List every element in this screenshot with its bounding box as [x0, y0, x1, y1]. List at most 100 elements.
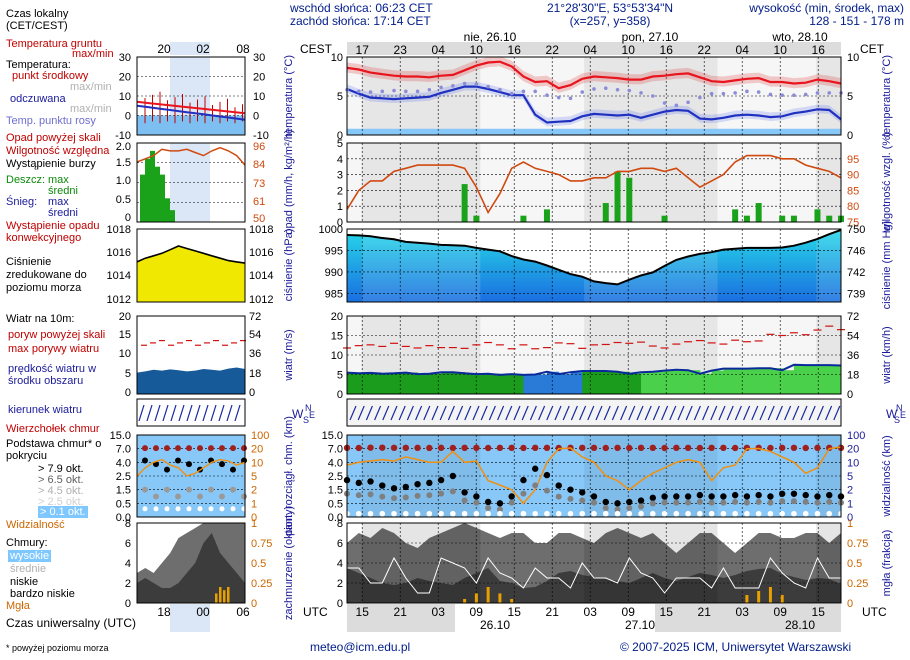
fog-bar — [474, 593, 478, 603]
ytitle-temp-left: temperatura (°C) — [283, 55, 295, 137]
ytick-cover: 2 — [337, 578, 343, 590]
small-temp-ytick-r: 20 — [253, 72, 265, 84]
cloud-base-dot-mid — [826, 498, 833, 505]
legend-cloud-base: Podstawa chmur* o pokryciu — [6, 438, 102, 462]
small-press-ytick-r: 1016 — [249, 247, 273, 259]
ytick-temp: 5 — [337, 91, 343, 103]
cloud-base-dot — [673, 493, 680, 500]
wind-direction-arrow — [710, 405, 718, 421]
cloud-base-dot-low — [355, 510, 362, 517]
cloud-top-dot — [661, 444, 668, 452]
ytick-temp: 0 — [337, 130, 343, 142]
dew-point-marker — [651, 94, 655, 98]
small-hour-top: 02 — [196, 42, 210, 56]
wind-speed-line — [346, 363, 842, 376]
rain-bar — [790, 215, 797, 222]
small-humidity-ytick: 50 — [253, 213, 265, 225]
small-rain-bar — [155, 166, 160, 222]
fog-bar — [486, 587, 490, 603]
small-cloud-base-dot-mid — [164, 486, 170, 493]
small-cloud-top-dot — [197, 445, 203, 452]
small-night-bottom — [170, 604, 210, 632]
cloud-top-dot — [367, 444, 374, 451]
cloud-base-dot-low — [485, 510, 491, 517]
small-temp-ytick: 30 — [119, 52, 131, 64]
wind-speed-fill — [793, 364, 807, 394]
wind-direction-arrow — [833, 405, 841, 421]
cloud-base-dot — [743, 493, 751, 500]
small-wind-frame — [136, 315, 246, 395]
small-wind-ytick-r: 18 — [249, 368, 261, 380]
small-cloud-base-dot-low — [153, 506, 159, 512]
rain-bar — [779, 215, 786, 222]
wind-speed-fill — [429, 373, 442, 394]
cloud-base-dot-mid — [438, 490, 445, 497]
pressure-line — [346, 228, 842, 286]
small-cloud-base-dot-low — [208, 506, 214, 512]
contact-email[interactable]: meteo@icm.edu.pl — [310, 640, 411, 654]
small-pressure-line — [136, 245, 246, 264]
dew-point-marker — [686, 100, 690, 105]
cloud-base-dot-mid — [355, 492, 362, 499]
ytitle-cloud-left: pion. rozciągł. chm. (km) — [283, 416, 295, 536]
wind-direction-arrow — [816, 405, 824, 421]
small-fog-bar — [227, 587, 230, 603]
small-fog-bar — [219, 587, 222, 603]
wind-speed-fill — [570, 372, 583, 394]
legend-mid-clouds: średnie — [10, 563, 47, 575]
legend-humidity: Wilgotność względna — [6, 145, 110, 157]
night-band-precip — [361, 143, 481, 222]
soil-temp-band — [347, 128, 841, 135]
hour-label-bottom: 15 — [508, 605, 522, 619]
dew-point-marker — [639, 91, 643, 95]
small-wind-direction-arrow — [186, 404, 193, 422]
small-cloud-top-dot — [153, 445, 159, 452]
wind-speed-fill — [464, 373, 477, 394]
hour-label-top: 10 — [622, 43, 636, 57]
cloud-base-dot-mid — [732, 498, 739, 505]
dew-point-marker — [439, 85, 443, 90]
hour-label-bottom: 21 — [546, 605, 560, 619]
hour-label-top: 22 — [698, 43, 712, 57]
small-wind-direction-arrow — [146, 404, 153, 422]
small-pressure-area — [137, 246, 245, 302]
wind-direction-arrow — [390, 405, 398, 421]
wind-direction-arrow — [620, 405, 628, 421]
elevation-label: wysokość (min, środek, max) — [749, 1, 904, 15]
cloud-top-dot — [543, 444, 551, 452]
ytick-press: 1000 — [319, 224, 343, 236]
small-fog-ytick: 1 — [251, 518, 257, 530]
ytick-precip: 3 — [337, 170, 343, 182]
cloud-base-dot-low — [403, 510, 409, 517]
cloud-top-dot — [461, 444, 468, 452]
cloud-top-dot — [379, 444, 386, 451]
small-cloud-top-dot — [186, 445, 192, 452]
ytick-precip: 4 — [337, 154, 343, 166]
cloud-base-dot-mid — [591, 499, 597, 506]
cloud-base-dot-mid — [543, 487, 550, 494]
wind-speed-fill — [370, 372, 383, 394]
wind-direction-arrow — [759, 405, 767, 421]
small-cloud-ytick: 0.0 — [116, 512, 131, 524]
cloud-base-dot-low — [661, 510, 668, 517]
cloud-base-dot-mid — [402, 494, 409, 501]
hour-label-top: 10 — [470, 43, 484, 57]
fog-bar — [498, 593, 502, 603]
legend-high-clouds: wysokie — [8, 550, 52, 562]
ytick-cloud: 4.0 — [328, 457, 343, 469]
cloud-base-dot-low — [626, 510, 633, 517]
small-cloud-base-dot-mid — [153, 493, 159, 500]
small-fog-bar — [215, 593, 218, 603]
small-cover-frame — [136, 522, 246, 604]
small-wind-ytick: 0 — [125, 387, 131, 399]
cloud-base-dot-mid — [532, 482, 539, 489]
ytick-visibility: 0 — [847, 512, 853, 524]
hour-label-bottom: 15 — [660, 605, 674, 619]
small-cloud-ytick: 15.0 — [110, 430, 131, 442]
ytick-visibility: 2 — [847, 485, 853, 497]
cloud-top-dot — [520, 444, 527, 452]
wind-speed-fill — [511, 374, 524, 394]
compass-s-left: S — [303, 415, 309, 425]
cloud-base-dot-mid — [473, 499, 480, 506]
wind-speed-fill — [723, 368, 736, 394]
